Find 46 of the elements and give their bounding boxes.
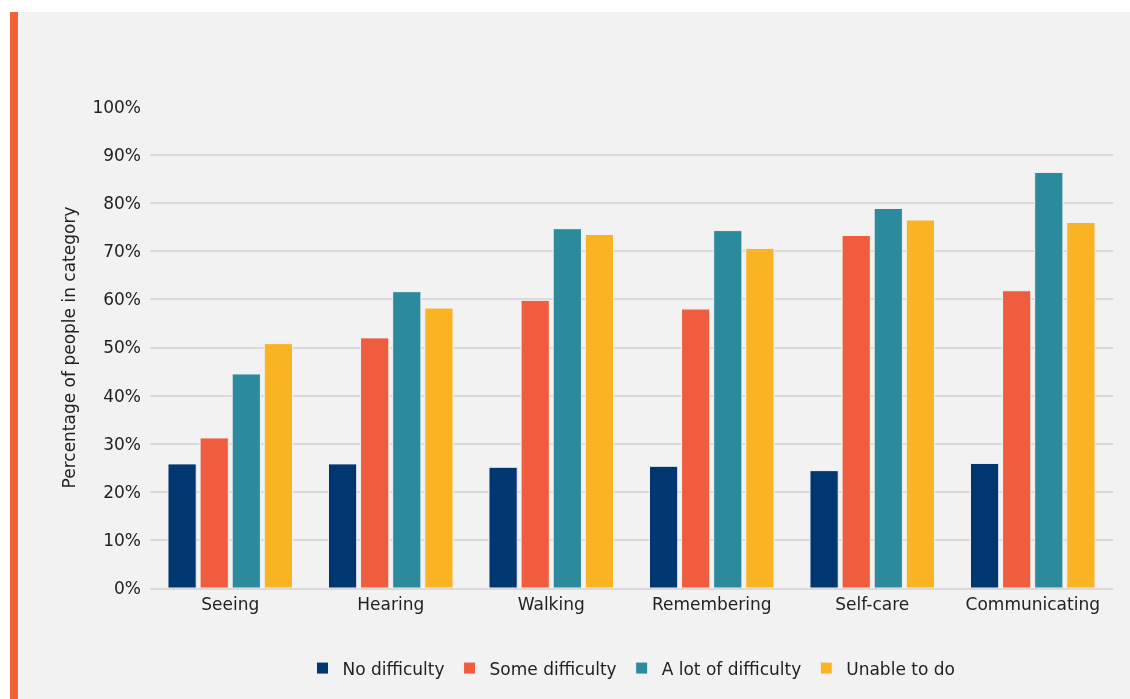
bar [424, 307, 454, 588]
legend-label: Some difficulty [489, 658, 617, 679]
bar [263, 343, 294, 588]
bar [392, 291, 422, 588]
legend-label: No difficulty [342, 658, 445, 679]
bar [167, 463, 197, 588]
bar [360, 337, 390, 588]
y-tick-label: 20% [103, 481, 141, 502]
y-tick-label: 10% [103, 529, 141, 550]
bar [1002, 290, 1032, 588]
bar [1066, 221, 1096, 588]
x-tick-label: Seeing [201, 594, 260, 615]
bar [745, 247, 775, 588]
y-tick-label: 70% [103, 241, 141, 262]
bar [584, 233, 615, 588]
y-axis-title: Percentage of people in category [58, 206, 79, 489]
x-tick-label: Communicating [965, 594, 1100, 615]
y-tick-label: 30% [103, 433, 141, 454]
y-tick-label: 60% [103, 289, 141, 310]
bar [713, 230, 743, 588]
bar [681, 308, 711, 588]
bar [809, 470, 839, 588]
bar [1034, 171, 1064, 588]
bar [520, 299, 550, 588]
bar [841, 234, 871, 588]
legend-label: A lot of difficulty [661, 658, 802, 679]
y-tick-label: 80% [103, 193, 141, 214]
x-tick-label: Walking [517, 594, 585, 615]
bar [327, 463, 358, 588]
y-tick-label: 50% [103, 337, 141, 358]
bar [199, 437, 229, 588]
bar [488, 466, 518, 588]
bar [552, 228, 582, 588]
x-tick-label: Hearing [357, 594, 425, 615]
x-tick-label: Remembering [651, 594, 772, 615]
bar [648, 465, 679, 588]
y-tick-label: 90% [103, 145, 141, 166]
legend-label: Unable to do [846, 658, 955, 679]
x-tick-label: Self-care [835, 594, 910, 615]
bar [231, 373, 261, 588]
bar [873, 207, 903, 588]
y-tick-label: 40% [103, 385, 141, 406]
bar [905, 219, 936, 588]
bar [969, 462, 1000, 588]
y-tick-label: 0% [114, 577, 141, 598]
y-tick-label: 100% [92, 96, 141, 117]
